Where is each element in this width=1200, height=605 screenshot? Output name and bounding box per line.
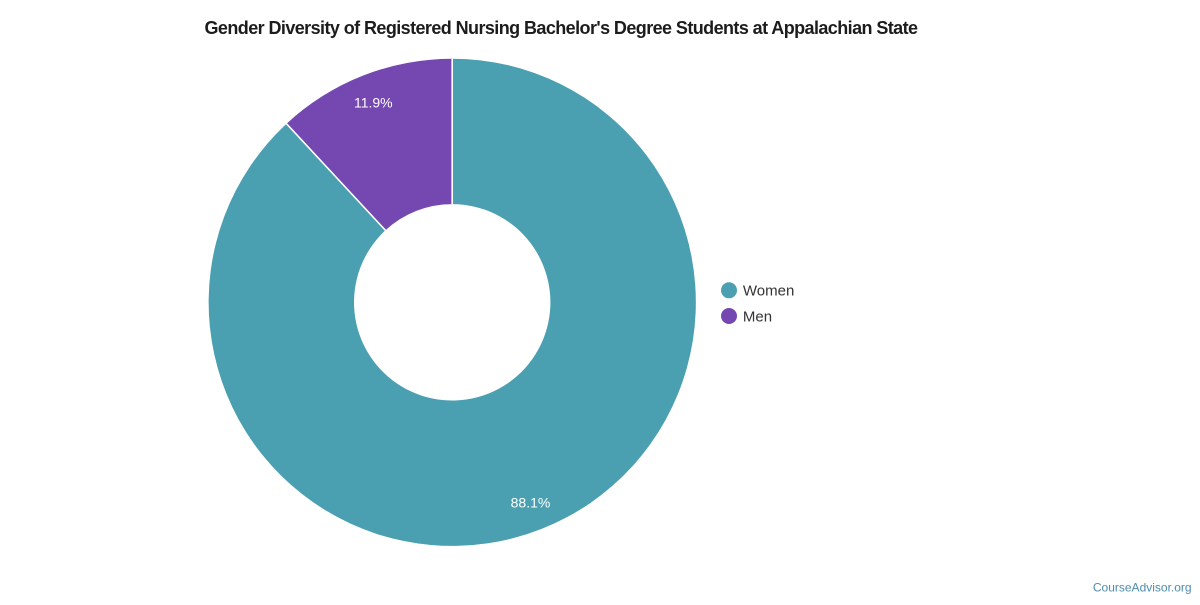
svg-text:Gender Diversity of Registered: Gender Diversity of Registered Nursing B…	[205, 18, 919, 38]
svg-text:CourseAdvisor.org: CourseAdvisor.org	[1093, 581, 1192, 595]
svg-text:Men: Men	[743, 308, 772, 325]
svg-text:Women: Women	[743, 283, 794, 300]
svg-text:11.9%: 11.9%	[354, 95, 393, 111]
svg-text:88.1%: 88.1%	[511, 495, 551, 511]
